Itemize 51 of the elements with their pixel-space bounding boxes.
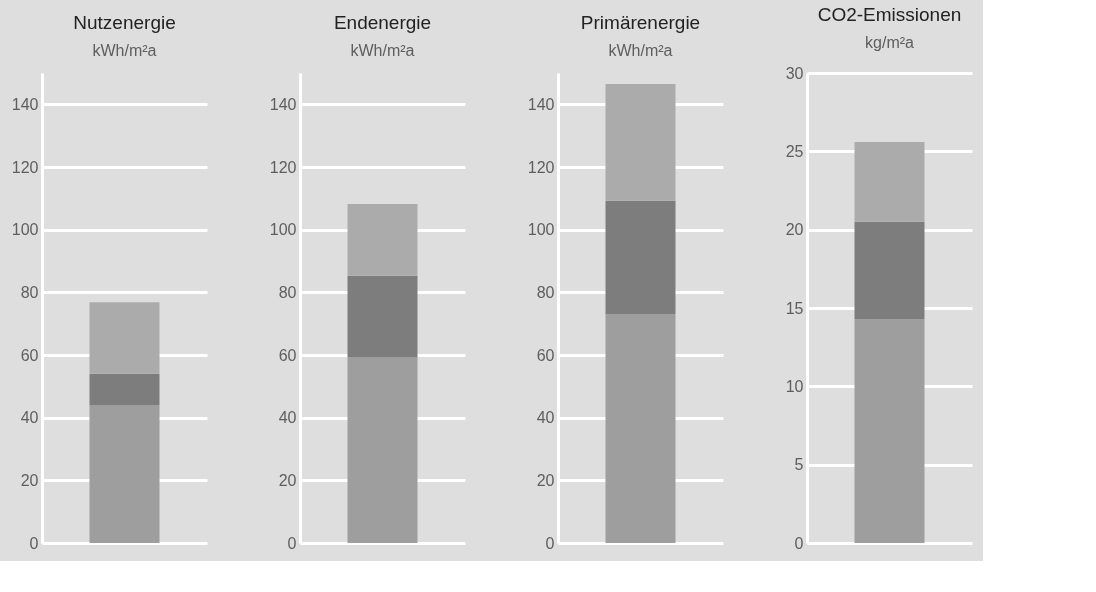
- y-tick-label: 10: [785, 377, 804, 395]
- bar: [89, 302, 160, 374]
- bar: [89, 405, 160, 543]
- y-tick-label: 25: [785, 142, 804, 160]
- y-tick-label: 5: [794, 456, 804, 474]
- y-tick-label: 0: [287, 534, 297, 552]
- y-tick-label: 0: [545, 534, 555, 552]
- y-tick-label: 120: [269, 158, 297, 176]
- y-tick-label: 80: [20, 283, 39, 301]
- bar: [605, 83, 676, 201]
- y-tick-label: 100: [11, 221, 39, 239]
- y-tick-label: 60: [536, 346, 555, 364]
- y-tick-label: 120: [527, 158, 555, 176]
- y-tick-label: 60: [278, 346, 297, 364]
- y-tick-label: 100: [269, 221, 297, 239]
- bar: [347, 275, 418, 358]
- y-tick-label: 20: [536, 471, 555, 489]
- y-tick-label: 140: [11, 95, 39, 113]
- y-tick-label: 40: [278, 409, 297, 427]
- y-tick-label: 40: [536, 409, 555, 427]
- y-tick-label: 30: [785, 64, 804, 82]
- y-tick-label: 20: [278, 471, 297, 489]
- chart-subtitle: kg/m²a: [865, 34, 915, 51]
- bar: [347, 203, 418, 276]
- y-tick-label: 100: [527, 221, 555, 239]
- bar: [854, 221, 925, 319]
- y-tick-label: 80: [536, 283, 555, 301]
- y-tick-label: 20: [20, 471, 39, 489]
- chart-subtitle: kWh/m²a: [608, 42, 673, 59]
- bar: [605, 313, 676, 543]
- bar: [89, 373, 160, 406]
- bar: [854, 318, 925, 543]
- chart-title: Primärenergie: [580, 12, 701, 33]
- chart-title: Endenergie: [333, 12, 432, 33]
- y-tick-label: 40: [20, 409, 39, 427]
- y-tick-label: 140: [527, 95, 555, 113]
- y-tick-label: 120: [11, 158, 39, 176]
- chart-title: CO2-Emissionen: [817, 4, 962, 25]
- bar: [347, 357, 418, 543]
- y-tick-label: 15: [785, 299, 804, 317]
- y-tick-label: 0: [794, 534, 804, 552]
- y-tick-label: 60: [20, 346, 39, 364]
- chart-title: Nutzenergie: [73, 12, 176, 33]
- bar: [605, 200, 676, 314]
- bar: [854, 141, 925, 222]
- y-tick-label: 140: [269, 95, 297, 113]
- chart-subtitle: kWh/m²a: [350, 42, 415, 59]
- chart-subtitle: kWh/m²a: [92, 42, 157, 59]
- y-tick-label: 20: [785, 221, 804, 239]
- y-tick-label: 0: [29, 534, 39, 552]
- y-tick-label: 80: [278, 283, 297, 301]
